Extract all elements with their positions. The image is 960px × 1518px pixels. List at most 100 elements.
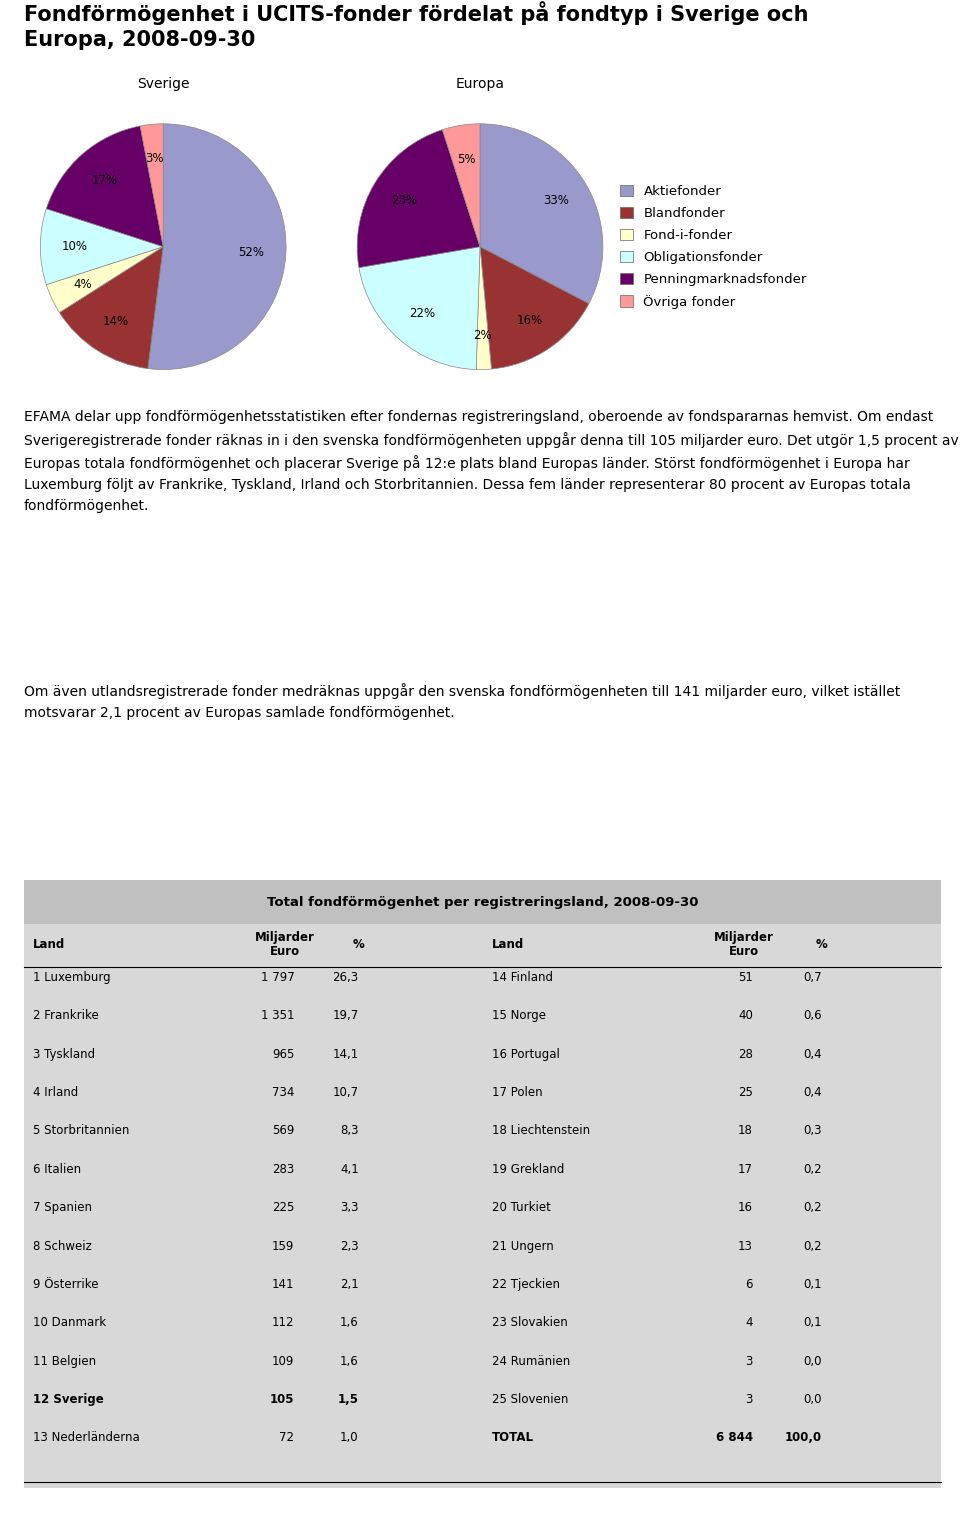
Text: 0,6: 0,6	[803, 1009, 822, 1023]
Text: 100,0: 100,0	[784, 1431, 822, 1444]
Text: 5 Storbritannien: 5 Storbritannien	[34, 1125, 130, 1137]
Wedge shape	[357, 129, 480, 267]
Text: 10,7: 10,7	[332, 1087, 359, 1099]
Text: 0,3: 0,3	[804, 1125, 822, 1137]
Text: 19 Grekland: 19 Grekland	[492, 1163, 564, 1176]
Text: 569: 569	[272, 1125, 295, 1137]
Text: 1,6: 1,6	[340, 1354, 359, 1368]
Text: 7 Spanien: 7 Spanien	[34, 1201, 92, 1214]
Text: 51: 51	[738, 972, 753, 984]
Wedge shape	[476, 246, 492, 369]
Text: 14 Finland: 14 Finland	[492, 972, 553, 984]
Text: 11 Belgien: 11 Belgien	[34, 1354, 96, 1368]
Wedge shape	[60, 246, 163, 369]
Wedge shape	[480, 246, 588, 369]
Text: Fondförmögenhet i UCITS-fonder fördelat på fondtyp i Sverige och
Europa, 2008-09: Fondförmögenhet i UCITS-fonder fördelat …	[24, 2, 808, 50]
Legend: Aktiefonder, Blandfonder, Fond-i-fonder, Obligationsfonder, Penningmarknadsfonde: Aktiefonder, Blandfonder, Fond-i-fonder,…	[614, 179, 812, 314]
Text: 6: 6	[745, 1278, 753, 1290]
Text: 19,7: 19,7	[332, 1009, 359, 1023]
Text: 3: 3	[746, 1394, 753, 1406]
Text: 4%: 4%	[74, 278, 92, 291]
Text: 16 Portugal: 16 Portugal	[492, 1047, 560, 1061]
Wedge shape	[148, 124, 286, 369]
Text: 0,2: 0,2	[803, 1163, 822, 1176]
Text: 6 844: 6 844	[716, 1431, 753, 1444]
Wedge shape	[443, 124, 480, 246]
Text: 2%: 2%	[473, 328, 492, 342]
Text: 0,1: 0,1	[803, 1316, 822, 1330]
Text: 3: 3	[746, 1354, 753, 1368]
Text: EFAMA delar upp fondförmögenhetsstatistiken efter fondernas registreringsland, o: EFAMA delar upp fondförmögenhetsstatisti…	[24, 410, 959, 513]
Text: 225: 225	[272, 1201, 295, 1214]
Title: Europa: Europa	[455, 76, 505, 91]
Text: 8 Schweiz: 8 Schweiz	[34, 1240, 92, 1252]
Text: %: %	[352, 938, 365, 950]
Text: 0,1: 0,1	[803, 1278, 822, 1290]
Text: Land: Land	[34, 938, 65, 950]
Text: 4,1: 4,1	[340, 1163, 359, 1176]
Text: 20 Turkiet: 20 Turkiet	[492, 1201, 550, 1214]
Wedge shape	[140, 124, 163, 246]
Text: Total fondförmögenhet per registreringsland, 2008-09-30: Total fondförmögenhet per registreringsl…	[267, 896, 698, 909]
Text: Miljarder
Euro: Miljarder Euro	[255, 931, 315, 958]
Wedge shape	[46, 126, 163, 246]
Text: 112: 112	[272, 1316, 295, 1330]
Text: 28: 28	[738, 1047, 753, 1061]
Text: 13: 13	[738, 1240, 753, 1252]
Text: 0,4: 0,4	[803, 1047, 822, 1061]
Text: 23%: 23%	[392, 194, 418, 208]
Text: 9 Österrike: 9 Österrike	[34, 1278, 99, 1290]
Text: 1 Luxemburg: 1 Luxemburg	[34, 972, 110, 984]
Text: 1,5: 1,5	[338, 1394, 359, 1406]
Text: 6 Italien: 6 Italien	[34, 1163, 82, 1176]
Text: 10 Danmark: 10 Danmark	[34, 1316, 107, 1330]
Text: 25: 25	[738, 1087, 753, 1099]
Text: 16%: 16%	[516, 314, 542, 326]
Text: 12 Sverige: 12 Sverige	[34, 1394, 104, 1406]
Text: 0,7: 0,7	[803, 972, 822, 984]
Text: 18: 18	[738, 1125, 753, 1137]
Text: 109: 109	[272, 1354, 295, 1368]
Text: 25 Slovenien: 25 Slovenien	[492, 1394, 568, 1406]
Text: 141: 141	[272, 1278, 295, 1290]
Text: 16: 16	[738, 1201, 753, 1214]
Text: 17: 17	[738, 1163, 753, 1176]
Text: %: %	[816, 938, 828, 950]
Text: 0,2: 0,2	[803, 1201, 822, 1214]
Text: 14%: 14%	[103, 314, 129, 328]
Text: 21 Ungern: 21 Ungern	[492, 1240, 553, 1252]
Text: 1 797: 1 797	[261, 972, 295, 984]
Text: 0,0: 0,0	[804, 1394, 822, 1406]
Text: 23 Slovakien: 23 Slovakien	[492, 1316, 567, 1330]
Text: 4: 4	[745, 1316, 753, 1330]
Text: 17%: 17%	[91, 173, 118, 187]
Text: 40: 40	[738, 1009, 753, 1023]
Text: 26,3: 26,3	[332, 972, 359, 984]
Text: 1,0: 1,0	[340, 1431, 359, 1444]
Text: 0,4: 0,4	[803, 1087, 822, 1099]
Text: 159: 159	[272, 1240, 295, 1252]
Wedge shape	[46, 246, 163, 313]
Wedge shape	[359, 246, 480, 369]
Text: 33%: 33%	[542, 194, 568, 208]
Text: 105: 105	[270, 1394, 295, 1406]
Text: 17 Polen: 17 Polen	[492, 1087, 542, 1099]
Text: 72: 72	[279, 1431, 295, 1444]
Wedge shape	[40, 208, 163, 285]
Text: 3,3: 3,3	[340, 1201, 359, 1214]
Text: 734: 734	[272, 1087, 295, 1099]
Text: 18 Liechtenstein: 18 Liechtenstein	[492, 1125, 589, 1137]
Text: 24 Rumänien: 24 Rumänien	[492, 1354, 570, 1368]
Text: 14,1: 14,1	[332, 1047, 359, 1061]
Text: 0,2: 0,2	[803, 1240, 822, 1252]
Text: TOTAL: TOTAL	[492, 1431, 534, 1444]
Text: 22 Tjeckien: 22 Tjeckien	[492, 1278, 560, 1290]
Text: 965: 965	[272, 1047, 295, 1061]
Text: 5%: 5%	[457, 153, 475, 165]
Text: 15 Norge: 15 Norge	[492, 1009, 545, 1023]
Text: 1 351: 1 351	[261, 1009, 295, 1023]
Text: 1,6: 1,6	[340, 1316, 359, 1330]
Text: 2,1: 2,1	[340, 1278, 359, 1290]
Text: 22%: 22%	[409, 307, 435, 320]
Text: 4 Irland: 4 Irland	[34, 1087, 79, 1099]
